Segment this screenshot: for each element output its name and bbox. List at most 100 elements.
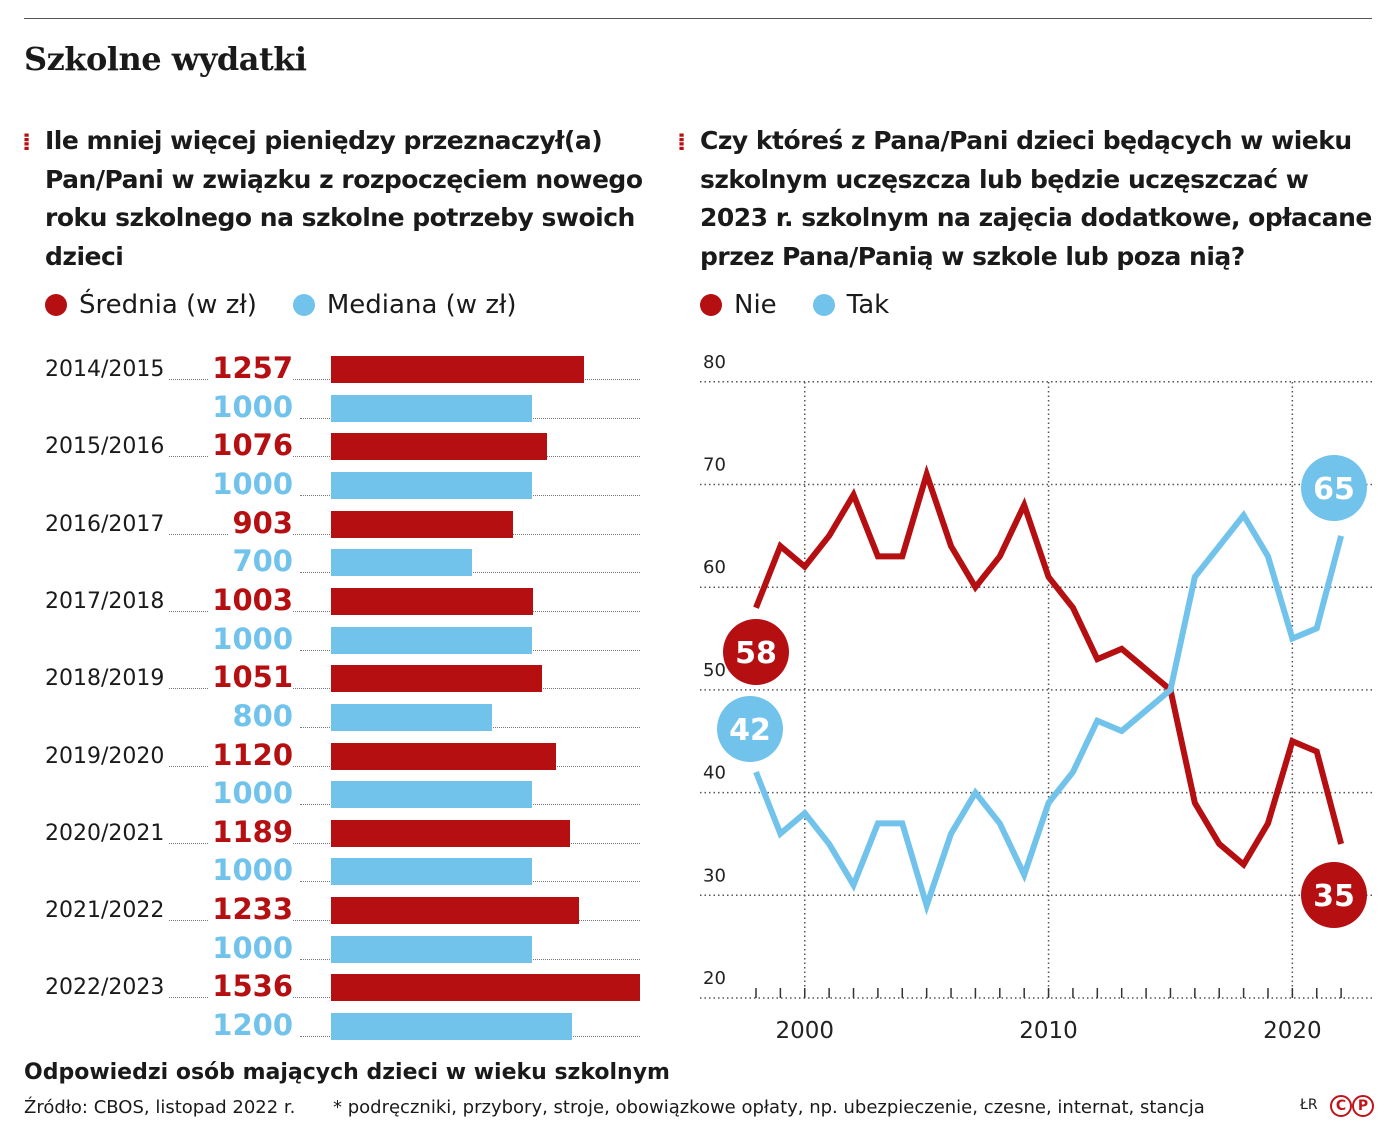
y-tick-label: 60	[703, 557, 726, 578]
data-point	[924, 903, 930, 909]
nie-start-label-circle	[723, 619, 789, 685]
mean-bar	[331, 974, 640, 1002]
median-bar	[331, 626, 532, 654]
data-point	[997, 553, 1003, 559]
category-label: 2019/2020	[45, 743, 169, 769]
data-point	[1143, 707, 1149, 713]
data-point	[802, 564, 808, 570]
data-point	[1094, 656, 1100, 662]
data-point	[1314, 625, 1320, 631]
footnote: * podręczniki, przybory, stroje, obowiąz…	[333, 1097, 1205, 1118]
tak-start-label-circle	[717, 696, 783, 762]
y-tick-label: 80	[703, 352, 726, 373]
copyright-icon: C	[1330, 1095, 1352, 1117]
legend-red-dot-icon	[700, 294, 722, 316]
mean-bar	[331, 819, 570, 847]
nie-end-label-circle	[1301, 862, 1367, 928]
data-point	[1167, 687, 1173, 693]
data-point	[1265, 820, 1271, 826]
legend-blue-dot-icon	[812, 294, 835, 316]
x-tick-label: 2020	[1263, 1018, 1322, 1044]
legend-red-dot-icon	[45, 294, 67, 316]
data-point	[1216, 841, 1222, 847]
mean-bar	[331, 510, 513, 538]
category-label: 2017/2018	[45, 588, 169, 614]
data-point	[1021, 502, 1027, 508]
mean-value: 1076	[209, 428, 293, 463]
data-point	[1021, 872, 1027, 878]
data-point	[948, 543, 954, 549]
category-label: 2014/2015	[45, 357, 169, 382]
mean-value: 1120	[209, 737, 293, 772]
data-point	[948, 831, 954, 837]
median-value: 1200	[209, 1008, 293, 1042]
median-value: 700	[229, 544, 293, 579]
mean-bar	[331, 433, 548, 461]
data-point	[1192, 800, 1198, 806]
data-point	[1167, 687, 1173, 693]
tak-end-label-circle	[1301, 455, 1367, 521]
data-point	[1338, 841, 1344, 847]
data-point	[924, 471, 930, 477]
data-point	[777, 543, 783, 549]
data-point	[1314, 749, 1320, 755]
median-value: 1000	[209, 389, 293, 424]
category-label: 2022/2023	[45, 975, 169, 1001]
data-point	[899, 820, 905, 826]
mean-bar	[331, 897, 579, 925]
data-point	[875, 820, 881, 826]
data-point	[851, 492, 857, 498]
data-point	[1046, 574, 1052, 580]
legend-median: Mediana (w zł)	[326, 290, 517, 320]
legend-nie: Nie	[734, 290, 777, 320]
median-bar	[331, 1013, 573, 1040]
line-chart-question: Czy któreś z Pana/Pani dzieci będących w…	[700, 126, 1372, 271]
data-point	[972, 790, 978, 796]
footer-note: Odpowiedzi osób mających dzieci w wieku …	[24, 1060, 670, 1085]
data-point	[1046, 800, 1052, 806]
data-point	[826, 841, 832, 847]
median-value: 1000	[209, 466, 293, 501]
nie-end-label: 35	[1313, 879, 1355, 914]
data-point	[1070, 605, 1076, 611]
data-point	[1119, 728, 1125, 734]
data-point	[875, 553, 881, 559]
mean-value: 1257	[209, 351, 293, 385]
data-point	[1119, 646, 1125, 652]
data-point	[1241, 861, 1247, 867]
data-point	[899, 553, 905, 559]
median-bar	[331, 781, 532, 809]
y-tick-label: 70	[703, 455, 726, 476]
category-label: 2020/2021	[45, 820, 169, 846]
data-point	[1094, 718, 1100, 724]
bar-chart-question: Ile mniej więcej pieniędzy przeznaczył(a…	[45, 126, 643, 271]
y-tick-label: 20	[703, 968, 726, 989]
category-label: 2016/2017	[45, 511, 169, 537]
data-point	[1070, 769, 1076, 775]
credit: ŁR	[1300, 1097, 1318, 1113]
median-bar	[331, 549, 472, 577]
mean-value: 1051	[209, 660, 293, 695]
bullet-icon: ⁞	[22, 128, 32, 156]
nie-start-label: 58	[735, 636, 777, 671]
legend-mean: Średnia (w zł)	[79, 290, 257, 320]
median-value: 1000	[209, 621, 293, 656]
mean-bar	[331, 742, 557, 770]
mean-bar	[331, 356, 584, 383]
data-point	[972, 584, 978, 590]
median-value: 800	[229, 698, 293, 733]
category-label: 2018/2019	[45, 666, 169, 692]
phonogram-icon: P	[1352, 1095, 1374, 1117]
median-bar	[331, 394, 532, 422]
median-bar	[331, 703, 492, 731]
top-rule	[24, 18, 1372, 19]
data-point	[1216, 543, 1222, 549]
mean-value: 1003	[209, 582, 293, 617]
y-tick-label: 40	[703, 763, 726, 784]
data-point	[1338, 533, 1344, 539]
median-bar	[331, 935, 532, 963]
line-legend: Nie Tak	[700, 290, 889, 320]
data-point	[1143, 666, 1149, 672]
source: Źródło: CBOS, listopad 2022 r.	[24, 1097, 296, 1118]
mean-bar	[331, 587, 533, 615]
